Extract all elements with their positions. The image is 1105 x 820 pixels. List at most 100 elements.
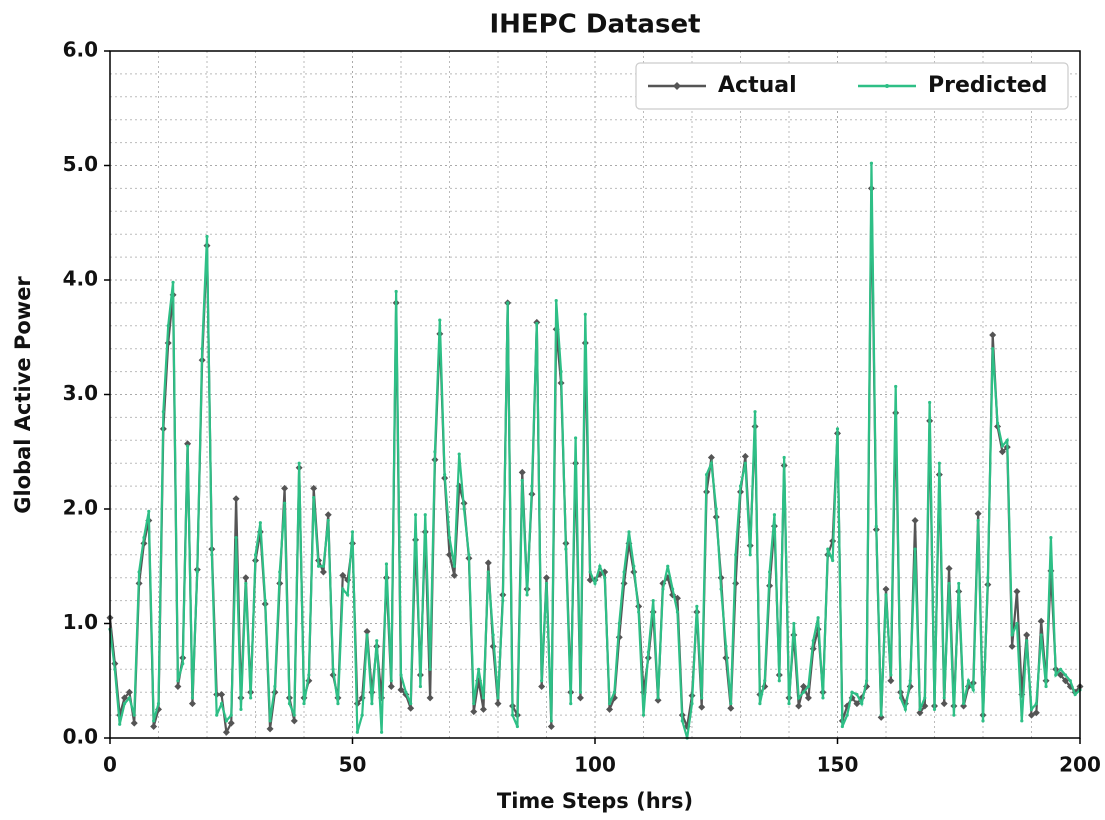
point-marker bbox=[1010, 633, 1014, 637]
point-marker bbox=[518, 468, 526, 476]
point-marker bbox=[302, 702, 306, 706]
point-marker bbox=[324, 511, 332, 519]
point-marker bbox=[184, 440, 192, 448]
point-marker bbox=[612, 690, 617, 694]
point-marker bbox=[738, 484, 743, 488]
point-marker bbox=[916, 709, 924, 717]
point-marker bbox=[698, 703, 706, 711]
point-marker bbox=[831, 558, 835, 563]
point-marker bbox=[1008, 642, 1016, 650]
point-marker bbox=[312, 495, 316, 500]
point-marker bbox=[287, 702, 292, 706]
point-marker bbox=[494, 700, 502, 708]
point-marker bbox=[704, 473, 709, 477]
point-marker bbox=[622, 570, 626, 574]
point-marker bbox=[336, 702, 340, 706]
point-marker bbox=[350, 530, 355, 534]
point-marker bbox=[479, 705, 487, 713]
point-marker bbox=[826, 547, 830, 551]
point-marker bbox=[375, 639, 379, 643]
legend-label: Predicted bbox=[928, 73, 1047, 98]
point-marker bbox=[258, 521, 262, 525]
point-marker bbox=[1073, 692, 1077, 697]
point-marker bbox=[147, 509, 151, 513]
point-marker bbox=[188, 700, 196, 708]
point-marker bbox=[510, 713, 515, 717]
point-marker bbox=[190, 696, 195, 700]
point-marker bbox=[569, 702, 573, 706]
point-marker bbox=[426, 694, 434, 702]
point-marker bbox=[1063, 673, 1068, 677]
point-marker bbox=[423, 513, 427, 517]
point-marker bbox=[263, 599, 267, 603]
point-marker bbox=[397, 686, 405, 694]
point-marker bbox=[491, 633, 495, 637]
point-marker bbox=[981, 719, 985, 723]
point-marker bbox=[1032, 709, 1040, 717]
point-marker bbox=[632, 564, 636, 568]
point-marker bbox=[800, 682, 808, 690]
point-marker bbox=[307, 673, 311, 677]
legend-marker bbox=[673, 82, 681, 90]
point-marker bbox=[1068, 679, 1072, 683]
point-marker bbox=[1049, 536, 1053, 540]
point-marker bbox=[389, 679, 393, 683]
point-marker bbox=[816, 616, 820, 620]
point-marker bbox=[363, 628, 371, 636]
point-marker bbox=[884, 593, 888, 597]
point-marker bbox=[974, 510, 982, 518]
point-marker bbox=[161, 410, 165, 414]
point-marker bbox=[418, 684, 422, 689]
point-marker bbox=[559, 370, 563, 374]
point-marker bbox=[227, 719, 235, 727]
point-marker bbox=[484, 559, 492, 567]
point-marker bbox=[166, 324, 170, 328]
y-axis-label: Global Active Power bbox=[11, 276, 35, 514]
point-marker bbox=[607, 702, 612, 706]
point-marker bbox=[787, 702, 791, 706]
point-marker bbox=[671, 587, 675, 591]
point-marker bbox=[229, 713, 233, 717]
point-marker bbox=[547, 723, 555, 731]
y-tick-label: 1.0 bbox=[63, 610, 98, 634]
point-marker bbox=[707, 453, 715, 461]
point-marker bbox=[741, 452, 749, 460]
point-marker bbox=[903, 707, 908, 711]
point-marker bbox=[242, 574, 250, 582]
point-marker bbox=[1013, 587, 1021, 595]
point-marker bbox=[940, 700, 948, 708]
point-marker bbox=[641, 713, 646, 717]
point-marker bbox=[407, 704, 415, 712]
point-marker bbox=[176, 679, 180, 683]
point-marker bbox=[205, 234, 209, 239]
point-marker bbox=[232, 495, 240, 503]
x-tick-label: 150 bbox=[817, 753, 859, 777]
point-marker bbox=[278, 570, 282, 574]
point-marker bbox=[768, 570, 772, 574]
point-marker bbox=[821, 696, 825, 700]
point-marker bbox=[1039, 633, 1043, 637]
point-marker bbox=[1025, 639, 1029, 643]
point-marker bbox=[792, 621, 796, 626]
y-tick-label: 0.0 bbox=[63, 725, 98, 749]
point-marker bbox=[501, 599, 505, 603]
point-marker bbox=[316, 564, 321, 568]
point-marker bbox=[729, 702, 733, 706]
point-marker bbox=[743, 461, 747, 465]
point-marker bbox=[450, 571, 458, 579]
point-marker bbox=[118, 722, 122, 726]
point-marker bbox=[1020, 719, 1024, 723]
point-marker bbox=[481, 696, 486, 700]
point-marker bbox=[719, 587, 723, 591]
point-marker bbox=[945, 565, 953, 573]
point-marker bbox=[860, 702, 864, 706]
point-marker bbox=[1015, 621, 1019, 626]
point-marker bbox=[224, 719, 228, 723]
point-marker bbox=[646, 650, 650, 654]
point-marker bbox=[937, 461, 941, 465]
point-marker bbox=[384, 562, 389, 566]
point-marker bbox=[273, 684, 277, 689]
point-marker bbox=[218, 690, 226, 698]
point-marker bbox=[714, 507, 718, 511]
point-marker bbox=[1054, 673, 1058, 677]
